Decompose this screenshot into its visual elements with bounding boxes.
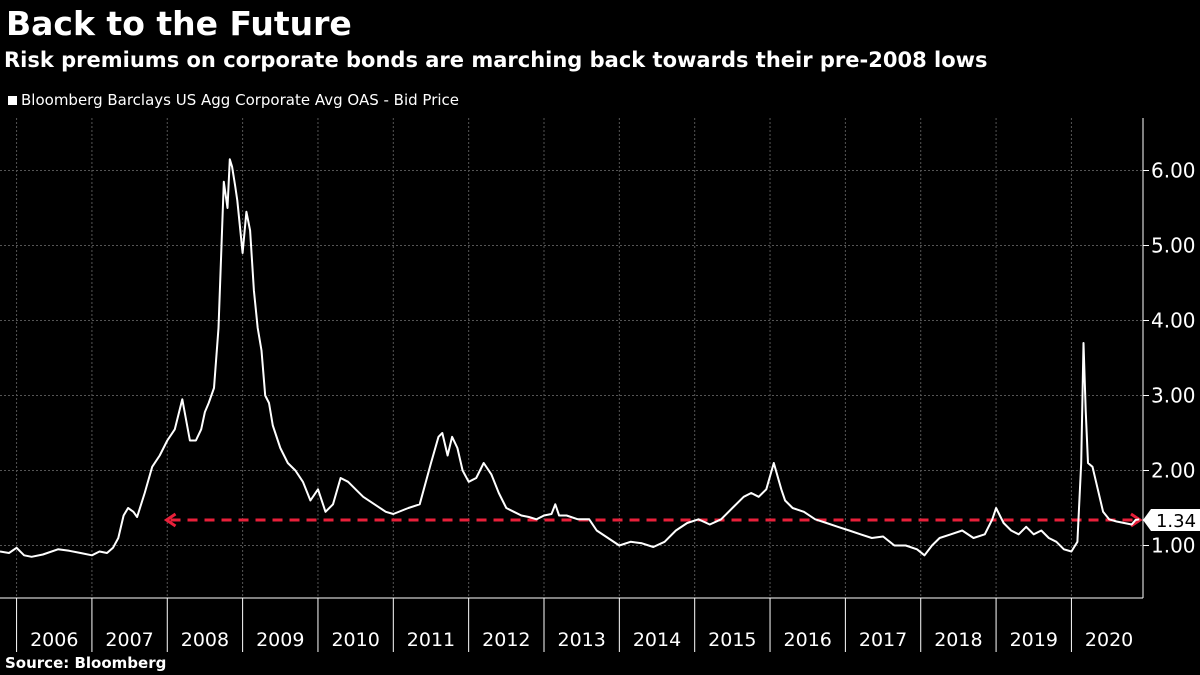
x-tick-label: 2015 — [708, 629, 756, 651]
x-tick-label: 2020 — [1085, 629, 1133, 651]
x-tick-label: 2014 — [633, 629, 681, 651]
x-tick-label: 2007 — [105, 629, 153, 651]
last-value-label: 1.34 — [1156, 511, 1196, 532]
chart-title: Back to the Future — [6, 4, 352, 43]
x-tick-label: 2017 — [859, 629, 907, 651]
last-value-box — [1151, 509, 1200, 531]
legend-swatch — [8, 95, 17, 105]
series-line — [0, 158, 1140, 558]
legend-label: Bloomberg Barclays US Agg Corporate Avg … — [21, 91, 460, 109]
x-tick-label: 2018 — [934, 629, 982, 651]
x-tick-label: 2010 — [331, 629, 379, 651]
y-tick-label: 2.00 — [1151, 459, 1196, 483]
x-tick-label: 2019 — [1010, 629, 1058, 651]
x-tick-label: 2016 — [784, 629, 832, 651]
reference-arrow-right — [1130, 512, 1143, 528]
legend: Bloomberg Barclays US Agg Corporate Avg … — [8, 90, 459, 110]
x-tick-label: 2006 — [30, 629, 78, 651]
x-tick-label: 2009 — [256, 629, 304, 651]
y-tick-label: 6.00 — [1151, 159, 1196, 183]
chart-subtitle: Risk premiums on corporate bonds are mar… — [4, 48, 988, 72]
reference-arrow-left — [163, 512, 177, 528]
y-tick-label: 1.00 — [1151, 534, 1196, 558]
x-tick-label: 2012 — [482, 629, 530, 651]
y-tick-label: 3.00 — [1151, 384, 1196, 408]
last-value-pointer — [1143, 509, 1151, 531]
x-tick-label: 2008 — [181, 629, 229, 651]
x-tick-label: 2011 — [407, 629, 455, 651]
y-tick-label: 5.00 — [1151, 234, 1196, 258]
source-note: Source: Bloomberg — [5, 654, 167, 672]
y-tick-label: 4.00 — [1151, 309, 1196, 333]
x-tick-label: 2013 — [557, 629, 605, 651]
